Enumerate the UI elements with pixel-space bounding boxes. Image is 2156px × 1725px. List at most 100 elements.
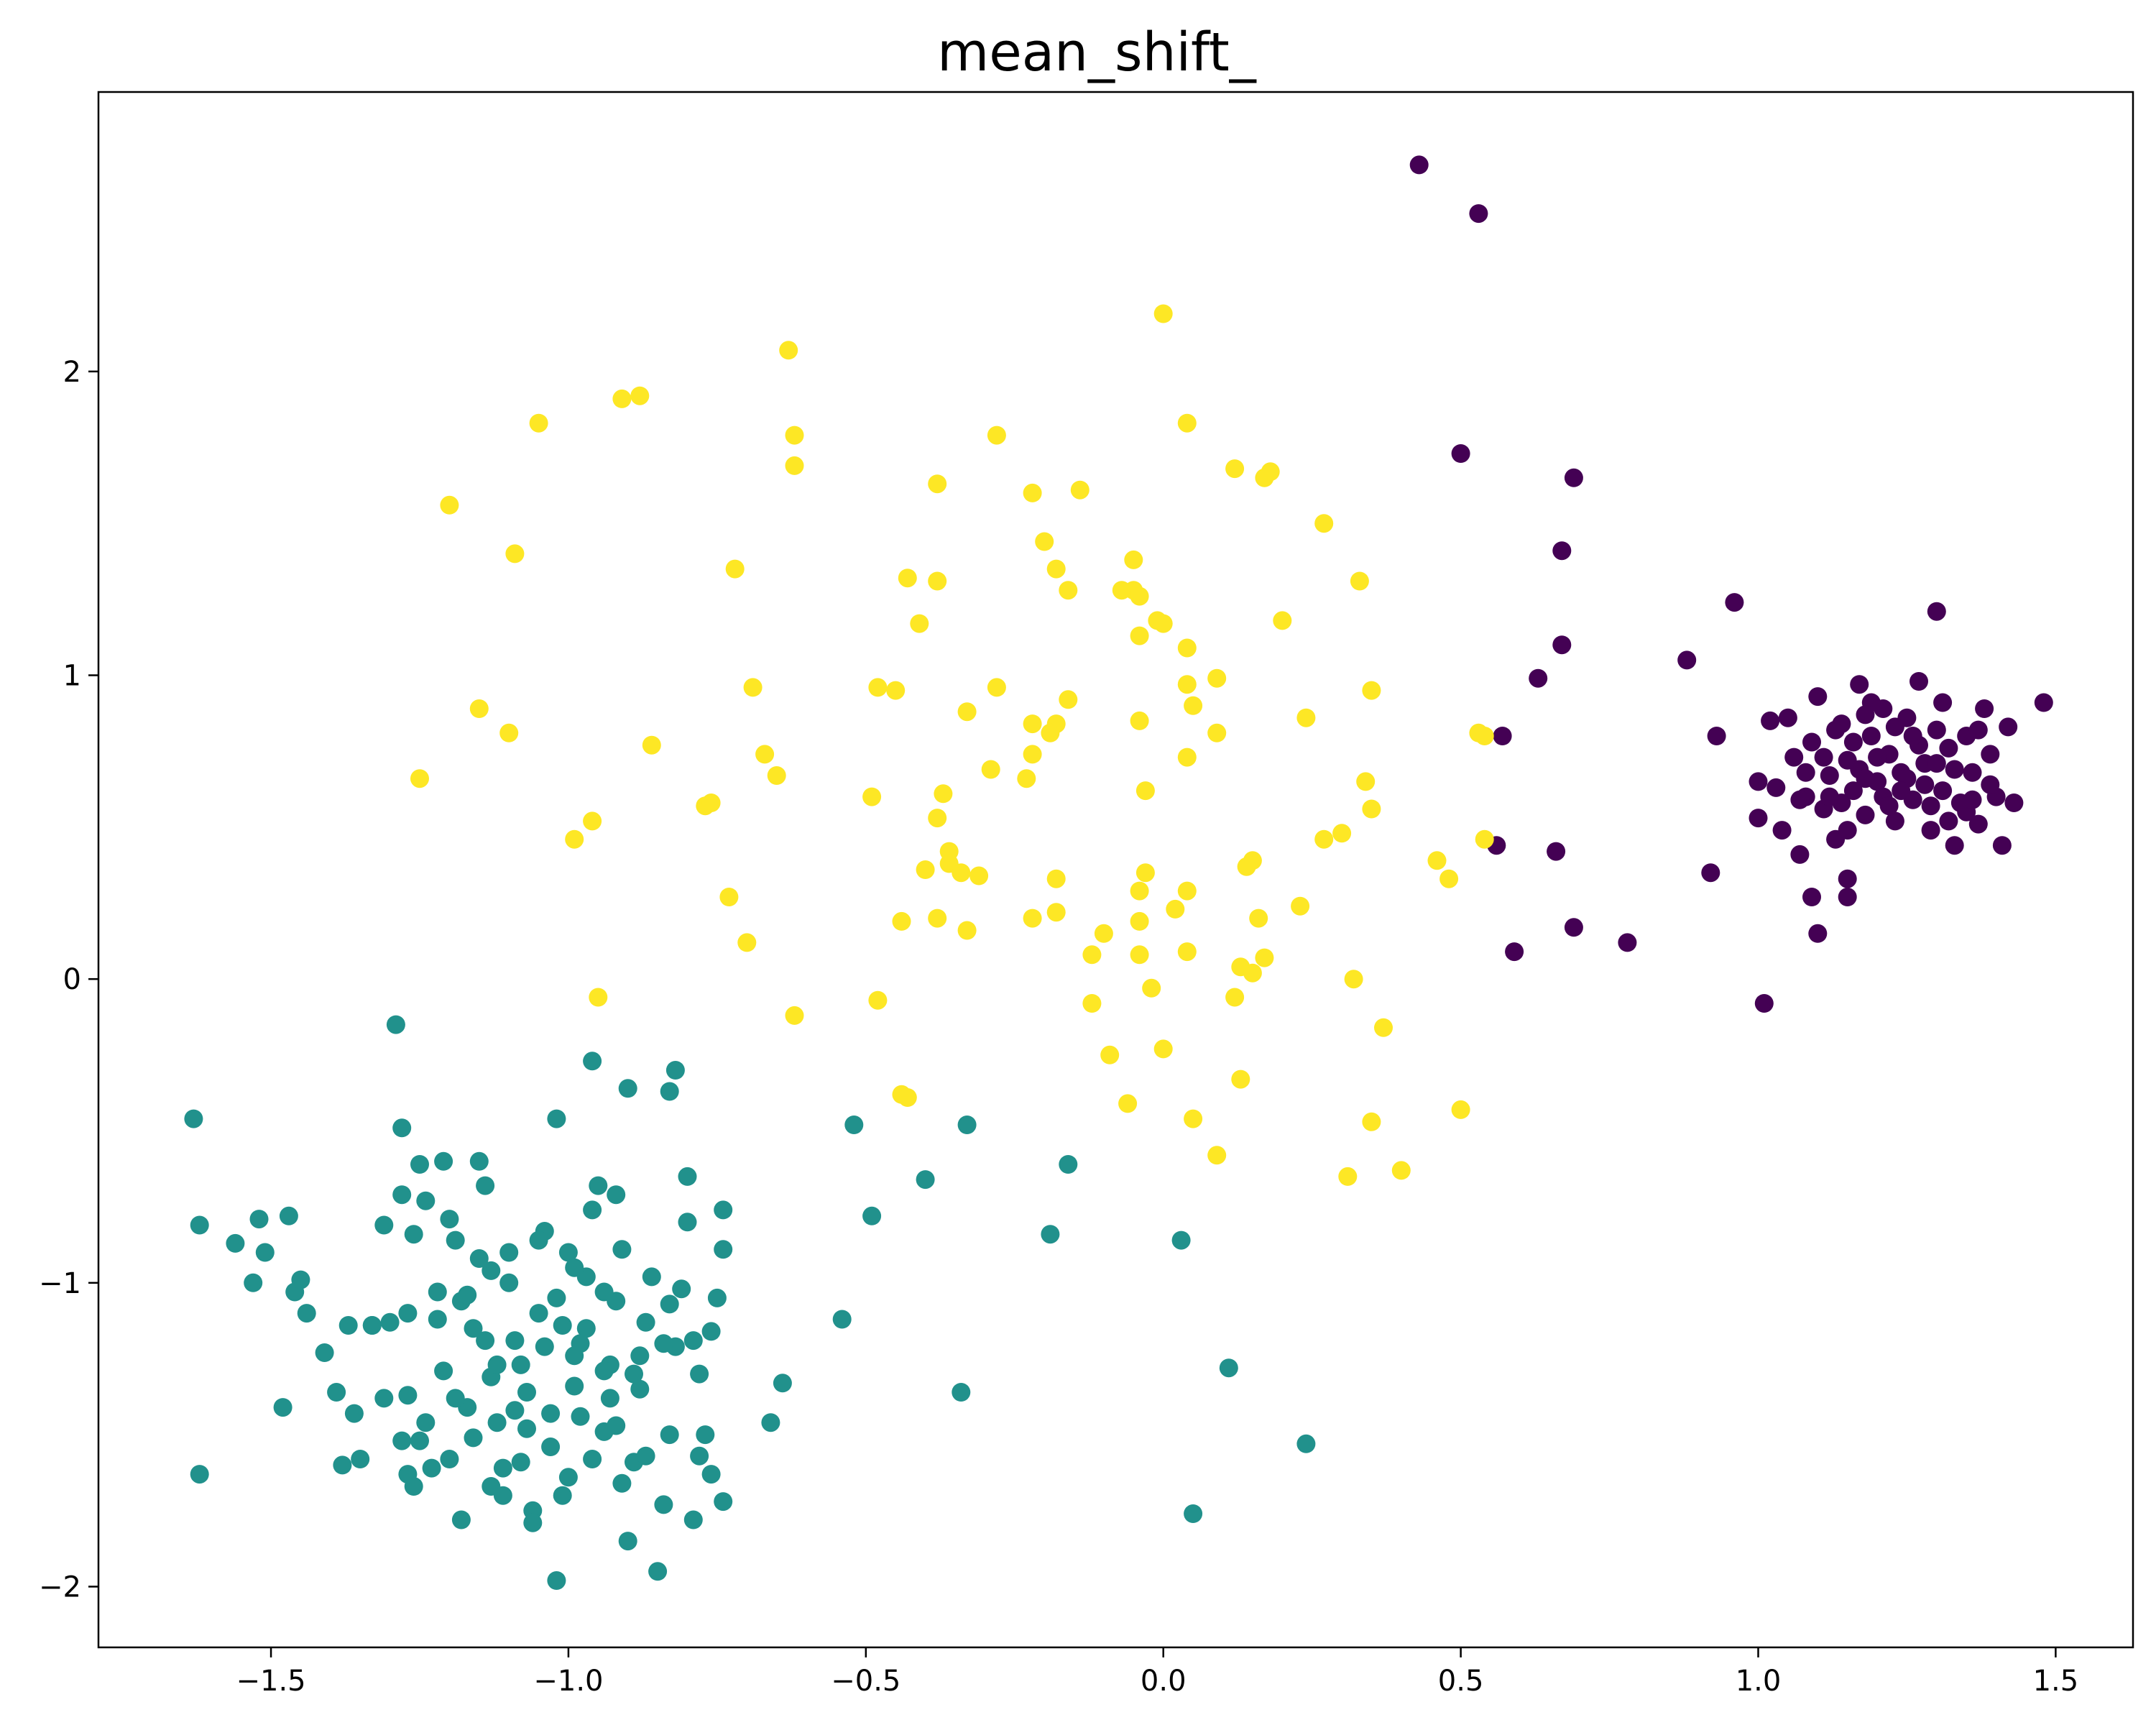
data-point: [511, 1453, 530, 1472]
data-point: [565, 1258, 584, 1277]
data-point: [487, 1413, 507, 1432]
data-point: [862, 1206, 882, 1225]
data-point: [755, 745, 775, 764]
x-tick-label: −0.5: [831, 1665, 900, 1698]
data-point: [1493, 727, 1512, 745]
data-point: [1332, 824, 1352, 843]
data-point: [1547, 842, 1566, 861]
data-point: [1505, 942, 1524, 962]
data-point: [1374, 1018, 1393, 1037]
data-point: [386, 1015, 405, 1034]
data-point: [338, 1316, 358, 1335]
data-point: [1046, 559, 1066, 579]
data-point: [892, 911, 911, 931]
data-point: [1023, 745, 1042, 764]
data-point: [898, 569, 917, 588]
data-point: [279, 1206, 298, 1225]
data-point: [1981, 745, 2000, 764]
data-point: [690, 1364, 709, 1384]
data-point: [725, 559, 745, 579]
data-point: [1041, 723, 1060, 742]
data-point: [1761, 711, 1780, 730]
data-point: [583, 1200, 602, 1220]
data-point: [1968, 814, 1988, 834]
data-point: [493, 1458, 512, 1478]
data-point: [362, 1316, 382, 1335]
data-point: [1945, 760, 1964, 779]
data-point: [1082, 945, 1102, 965]
series-3: [410, 304, 1494, 1186]
data-point: [589, 1176, 608, 1195]
data-point: [1933, 781, 1953, 801]
x-tick-label: 0.5: [1438, 1665, 1484, 1698]
data-point: [464, 1428, 483, 1448]
data-point: [1843, 781, 1863, 801]
data-point: [1939, 811, 1958, 831]
data-point: [297, 1304, 316, 1323]
data-point: [1749, 772, 1768, 791]
data-point: [291, 1270, 310, 1289]
data-point: [1207, 668, 1227, 688]
data-point: [1391, 1161, 1411, 1180]
data-point: [1992, 836, 2012, 855]
data-point: [1338, 1167, 1358, 1186]
data-point: [714, 1200, 733, 1220]
data-point: [642, 735, 661, 755]
data-point: [1784, 748, 1804, 767]
data-point: [1939, 738, 1958, 758]
data-point: [273, 1398, 292, 1417]
data-point: [1766, 778, 1786, 797]
data-point: [1130, 711, 1149, 730]
ticks-layer: −1.5 −1.0 −0.5 0.0 0.5 1.0 1.5 −2 −1 0 1 2: [39, 356, 2078, 1698]
data-point: [410, 1155, 429, 1174]
data-point: [476, 1331, 495, 1351]
data-point: [1035, 532, 1054, 551]
data-point: [565, 829, 584, 849]
data-point: [1082, 994, 1102, 1013]
data-point: [374, 1215, 394, 1235]
data-point: [1975, 699, 1994, 718]
data-point: [1856, 805, 1875, 824]
data-point: [594, 1361, 614, 1381]
data-point: [1314, 829, 1334, 849]
y-tick-label: 1: [63, 660, 81, 693]
data-point: [618, 1079, 637, 1098]
data-point: [315, 1343, 334, 1362]
data-point: [1184, 1504, 1203, 1523]
data-point: [1177, 881, 1197, 901]
data-point: [505, 544, 525, 564]
data-point: [1130, 626, 1149, 645]
x-tick-label: 1.5: [2033, 1665, 2079, 1698]
data-point: [707, 1288, 727, 1307]
data-point: [1963, 763, 1982, 782]
data-point: [458, 1285, 477, 1305]
data-point: [392, 1431, 412, 1450]
data-point: [1963, 790, 1982, 809]
data-point: [410, 769, 429, 788]
data-point: [511, 1355, 530, 1374]
data-point: [1112, 581, 1131, 600]
data-point: [1153, 1039, 1173, 1059]
data-point: [1362, 1112, 1381, 1131]
data-point: [690, 1446, 709, 1466]
data-point: [398, 1304, 418, 1323]
data-point: [636, 1312, 655, 1332]
data-point: [440, 1450, 459, 1468]
data-point: [499, 1273, 519, 1292]
data-point: [594, 1282, 614, 1302]
data-point: [1927, 720, 1946, 740]
data-point: [1135, 781, 1155, 801]
data-point: [1356, 772, 1376, 791]
data-point: [1362, 799, 1381, 819]
data-point: [410, 1431, 429, 1450]
data-point: [1778, 708, 1797, 727]
data-point: [701, 1322, 721, 1341]
data-point: [832, 1310, 852, 1329]
data-point: [1808, 687, 1828, 707]
data-point: [558, 1243, 578, 1262]
data-point: [255, 1243, 275, 1262]
data-point: [607, 1185, 626, 1205]
data-point: [1023, 908, 1042, 928]
data-point: [434, 1361, 453, 1381]
